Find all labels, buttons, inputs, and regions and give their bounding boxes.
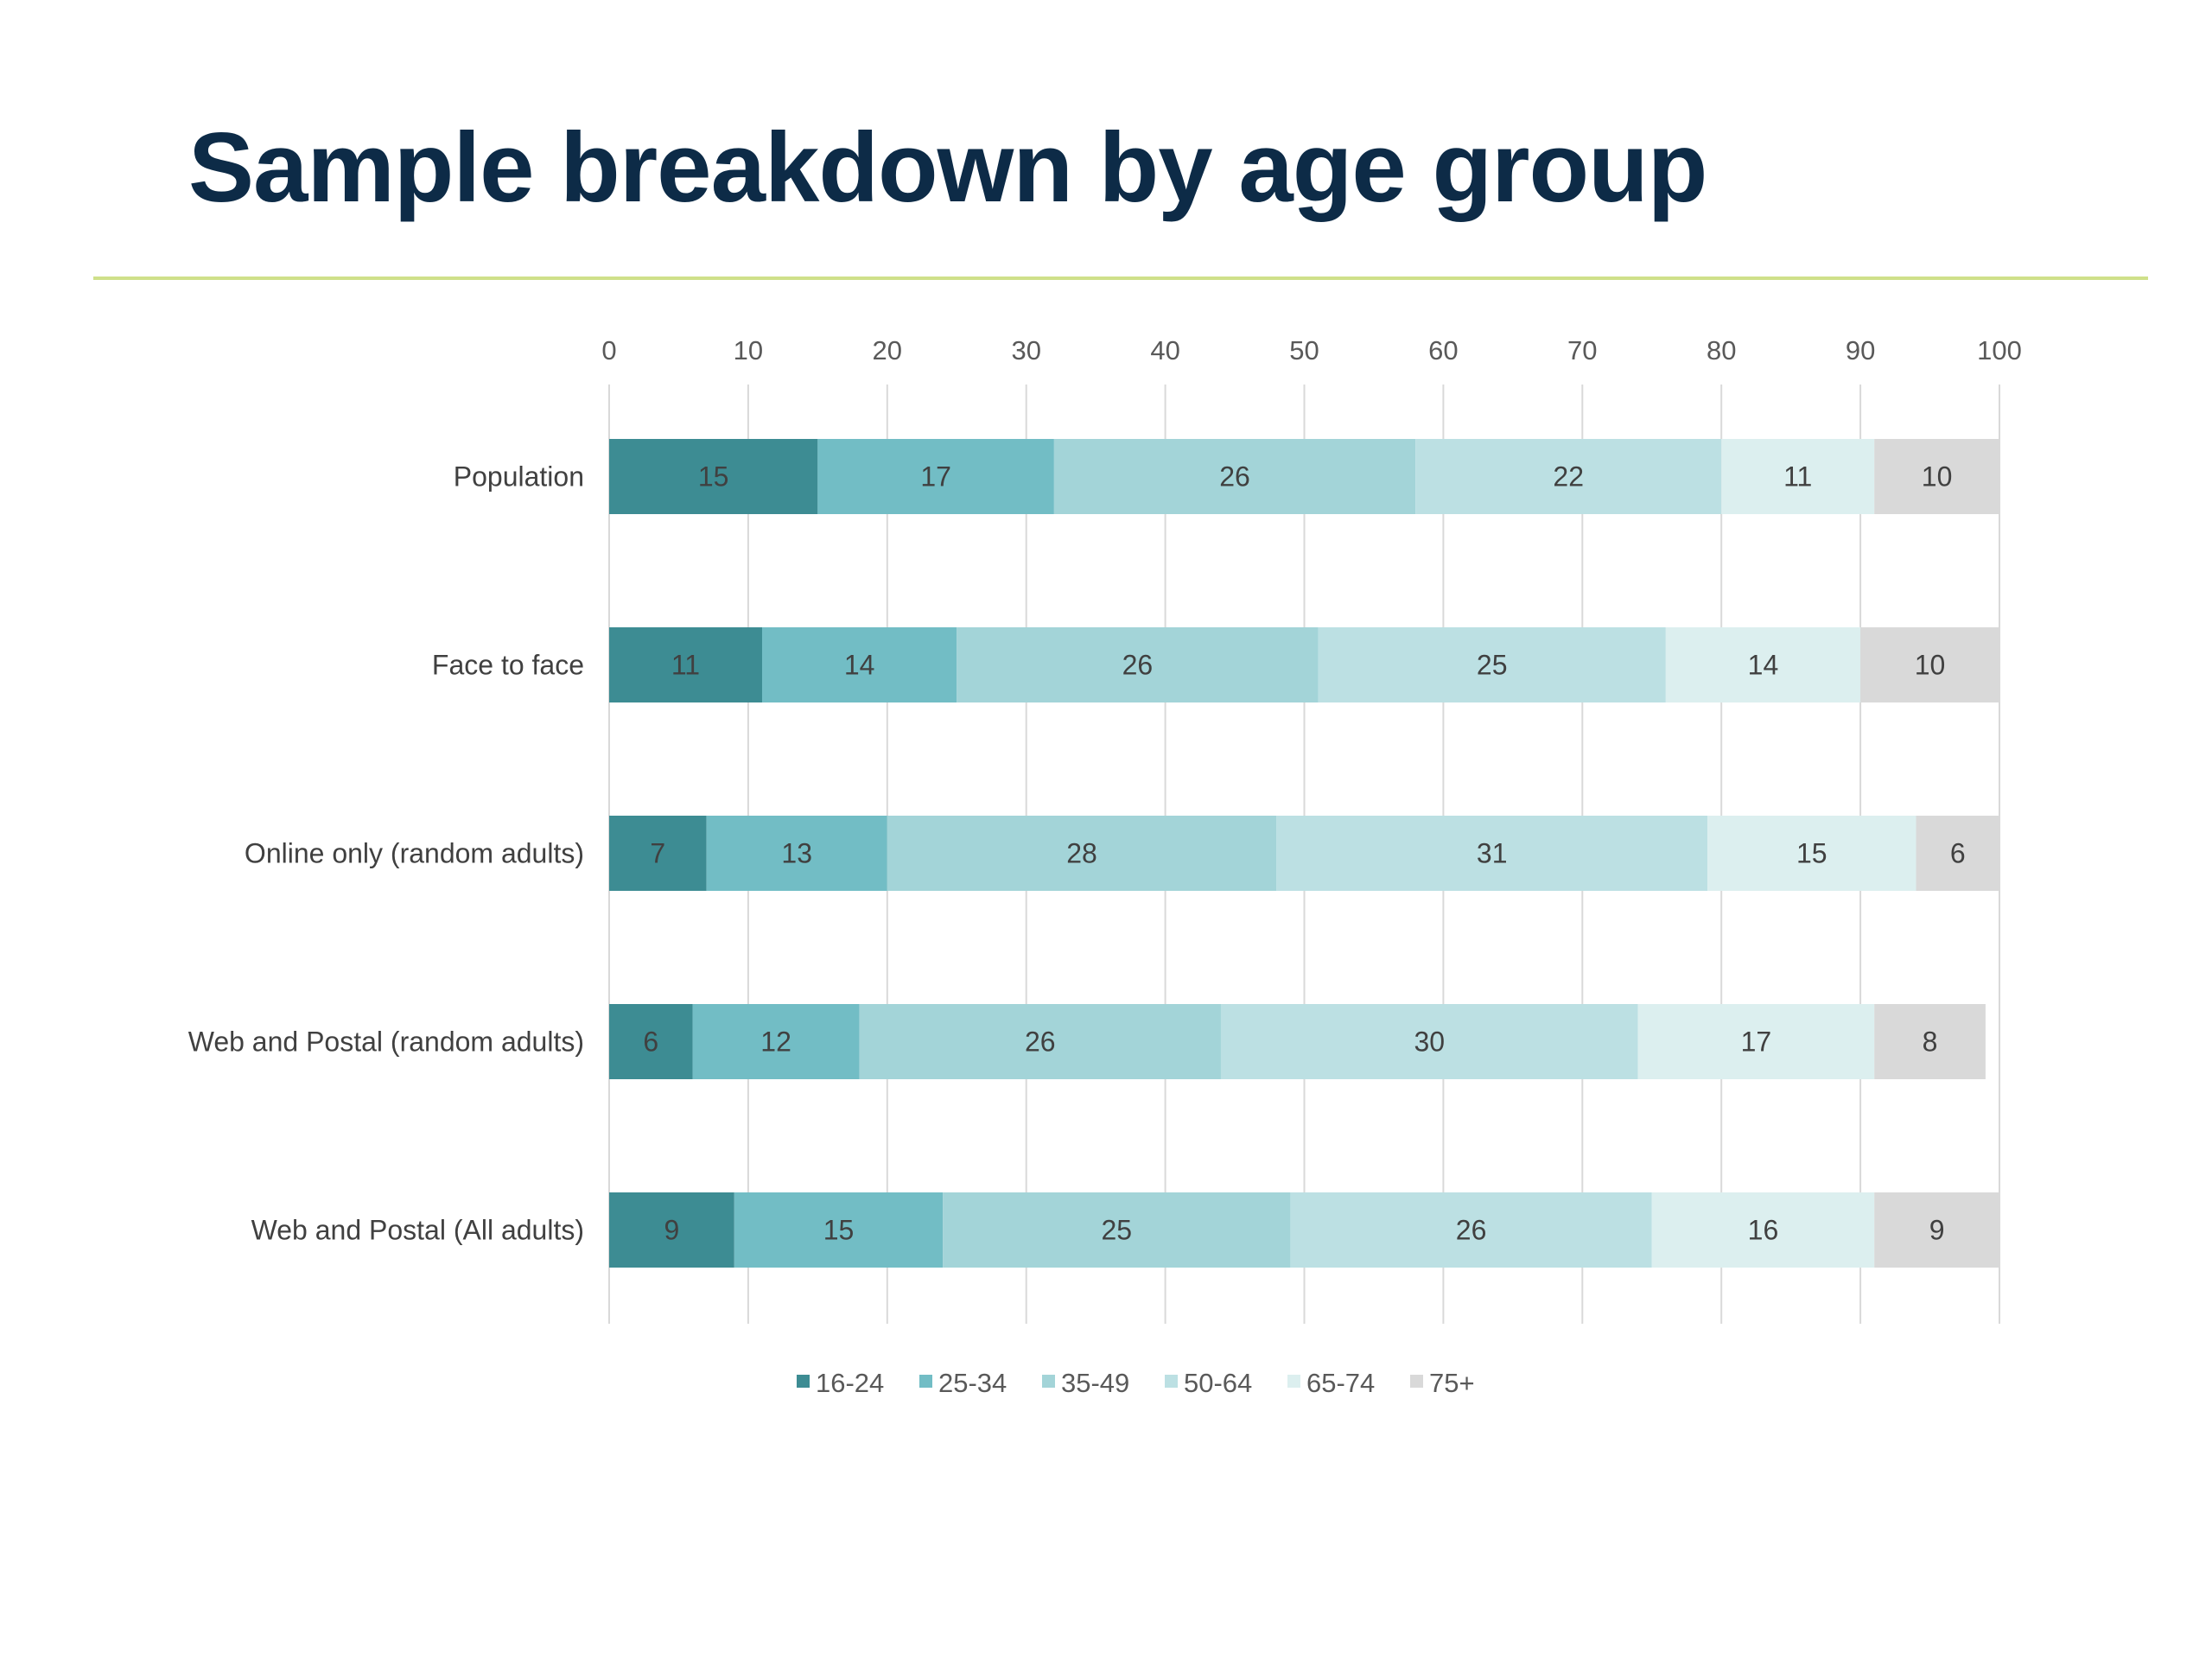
- data-label: 11: [671, 650, 700, 681]
- bar-segment: [1651, 1192, 1875, 1268]
- bar-segment: [1874, 439, 1999, 514]
- legend-swatch: [1287, 1375, 1300, 1388]
- legend-swatch: [1165, 1375, 1178, 1388]
- bar-segment: [1276, 816, 1708, 891]
- data-label: 26: [1025, 1027, 1056, 1058]
- data-label: 26: [1122, 650, 1154, 681]
- x-axis-ticks: 0 10 20 30 40 50 60 70 80 90 100: [601, 335, 2021, 365]
- legend-label: 65-74: [1306, 1368, 1375, 1398]
- legend-label: 50-64: [1184, 1368, 1252, 1398]
- x-tick-label: 30: [1011, 335, 1040, 365]
- legend-swatch: [1410, 1375, 1423, 1388]
- bar-segment: [943, 1192, 1291, 1268]
- data-label: 25: [1477, 650, 1508, 681]
- data-label: 14: [844, 650, 875, 681]
- data-label: 17: [1741, 1027, 1772, 1058]
- data-labels: 15 17 26 22 11 10 11 14 26 25 14 10 7 13 28 31 15 6 6 12 26 3…: [643, 461, 1965, 1246]
- bar-segment: [1874, 1004, 1986, 1079]
- data-label: 10: [1915, 650, 1946, 681]
- data-label: 31: [1477, 838, 1508, 869]
- x-tick-label: 100: [1977, 335, 2022, 365]
- x-tick-label: 40: [1150, 335, 1179, 365]
- data-label: 12: [760, 1027, 791, 1058]
- data-label: 8: [1923, 1027, 1938, 1058]
- bar-segment: [706, 816, 887, 891]
- x-tick-label: 90: [1846, 335, 1875, 365]
- bar-segment: [761, 627, 957, 702]
- data-label: 15: [823, 1215, 855, 1246]
- x-tick-label: 70: [1567, 335, 1597, 365]
- bar-segment: [1916, 816, 1999, 891]
- bar-segment: [957, 627, 1319, 702]
- legend-label: 35-49: [1061, 1368, 1129, 1398]
- bars: [609, 439, 1999, 1268]
- x-tick-label: 10: [734, 335, 763, 365]
- bar-segment: [609, 1004, 693, 1079]
- data-label: 11: [1783, 461, 1812, 493]
- title-divider: [93, 276, 2148, 280]
- category-axis-labels: Population Face to face Online only (rando…: [188, 461, 584, 1246]
- legend-label: 75+: [1429, 1368, 1475, 1398]
- data-label: 22: [1553, 461, 1584, 493]
- bar-segment: [1318, 627, 1666, 702]
- data-label: 26: [1219, 461, 1250, 493]
- bar-segment: [1874, 1192, 1999, 1268]
- bar-segment: [1220, 1004, 1638, 1079]
- data-label: 25: [1101, 1215, 1132, 1246]
- bar-segment: [1053, 439, 1416, 514]
- bar-segment: [1860, 627, 1999, 702]
- data-label: 30: [1414, 1027, 1446, 1058]
- category-label: Population: [454, 461, 584, 493]
- bar-segment: [1707, 816, 1916, 891]
- x-tick-label: 20: [873, 335, 902, 365]
- x-tick-label: 80: [1707, 335, 1736, 365]
- bar-segment: [609, 439, 818, 514]
- data-label: 6: [643, 1027, 658, 1058]
- bar-segment: [1721, 439, 1875, 514]
- bar-segment: [692, 1004, 860, 1079]
- legend-swatch: [797, 1375, 810, 1388]
- data-label: 10: [1922, 461, 1953, 493]
- category-label: Face to face: [432, 650, 584, 681]
- data-label: 9: [664, 1215, 680, 1246]
- data-label: 14: [1748, 650, 1779, 681]
- bar-segment: [734, 1192, 944, 1268]
- legend: 16-24 25-34 35-49 50-64 65-74 75+: [797, 1368, 1475, 1398]
- bar-segment: [1415, 439, 1722, 514]
- category-label: Web and Postal (All adults): [251, 1215, 584, 1246]
- data-label: 16: [1748, 1215, 1779, 1246]
- x-tick-label: 0: [601, 335, 616, 365]
- bar-segment: [1290, 1192, 1652, 1268]
- data-label: 9: [1929, 1215, 1945, 1246]
- bar-segment: [887, 816, 1277, 891]
- category-label: Online only (random adults): [245, 838, 584, 869]
- bar-segment: [859, 1004, 1221, 1079]
- data-label: 6: [1950, 838, 1966, 869]
- bar-segment: [609, 627, 762, 702]
- bar-segment: [1637, 1004, 1875, 1079]
- data-label: 15: [1796, 838, 1827, 869]
- bar-segment: [609, 816, 707, 891]
- legend-swatch: [1042, 1375, 1055, 1388]
- legend-label: 16-24: [816, 1368, 884, 1398]
- data-label: 13: [781, 838, 812, 869]
- page-title: Sample breakdown by age group: [188, 113, 1707, 223]
- data-label: 28: [1066, 838, 1097, 869]
- bar-segment: [817, 439, 1054, 514]
- bar-segment: [609, 1192, 734, 1268]
- data-label: 15: [698, 461, 729, 493]
- x-tick-label: 60: [1428, 335, 1458, 365]
- category-label: Web and Postal (random adults): [188, 1027, 584, 1058]
- data-label: 7: [650, 838, 665, 869]
- bar-segment: [1665, 627, 1861, 702]
- legend-label: 25-34: [938, 1368, 1007, 1398]
- data-label: 17: [920, 461, 951, 493]
- legend-swatch: [919, 1375, 932, 1388]
- data-label: 26: [1456, 1215, 1487, 1246]
- x-tick-label: 50: [1289, 335, 1319, 365]
